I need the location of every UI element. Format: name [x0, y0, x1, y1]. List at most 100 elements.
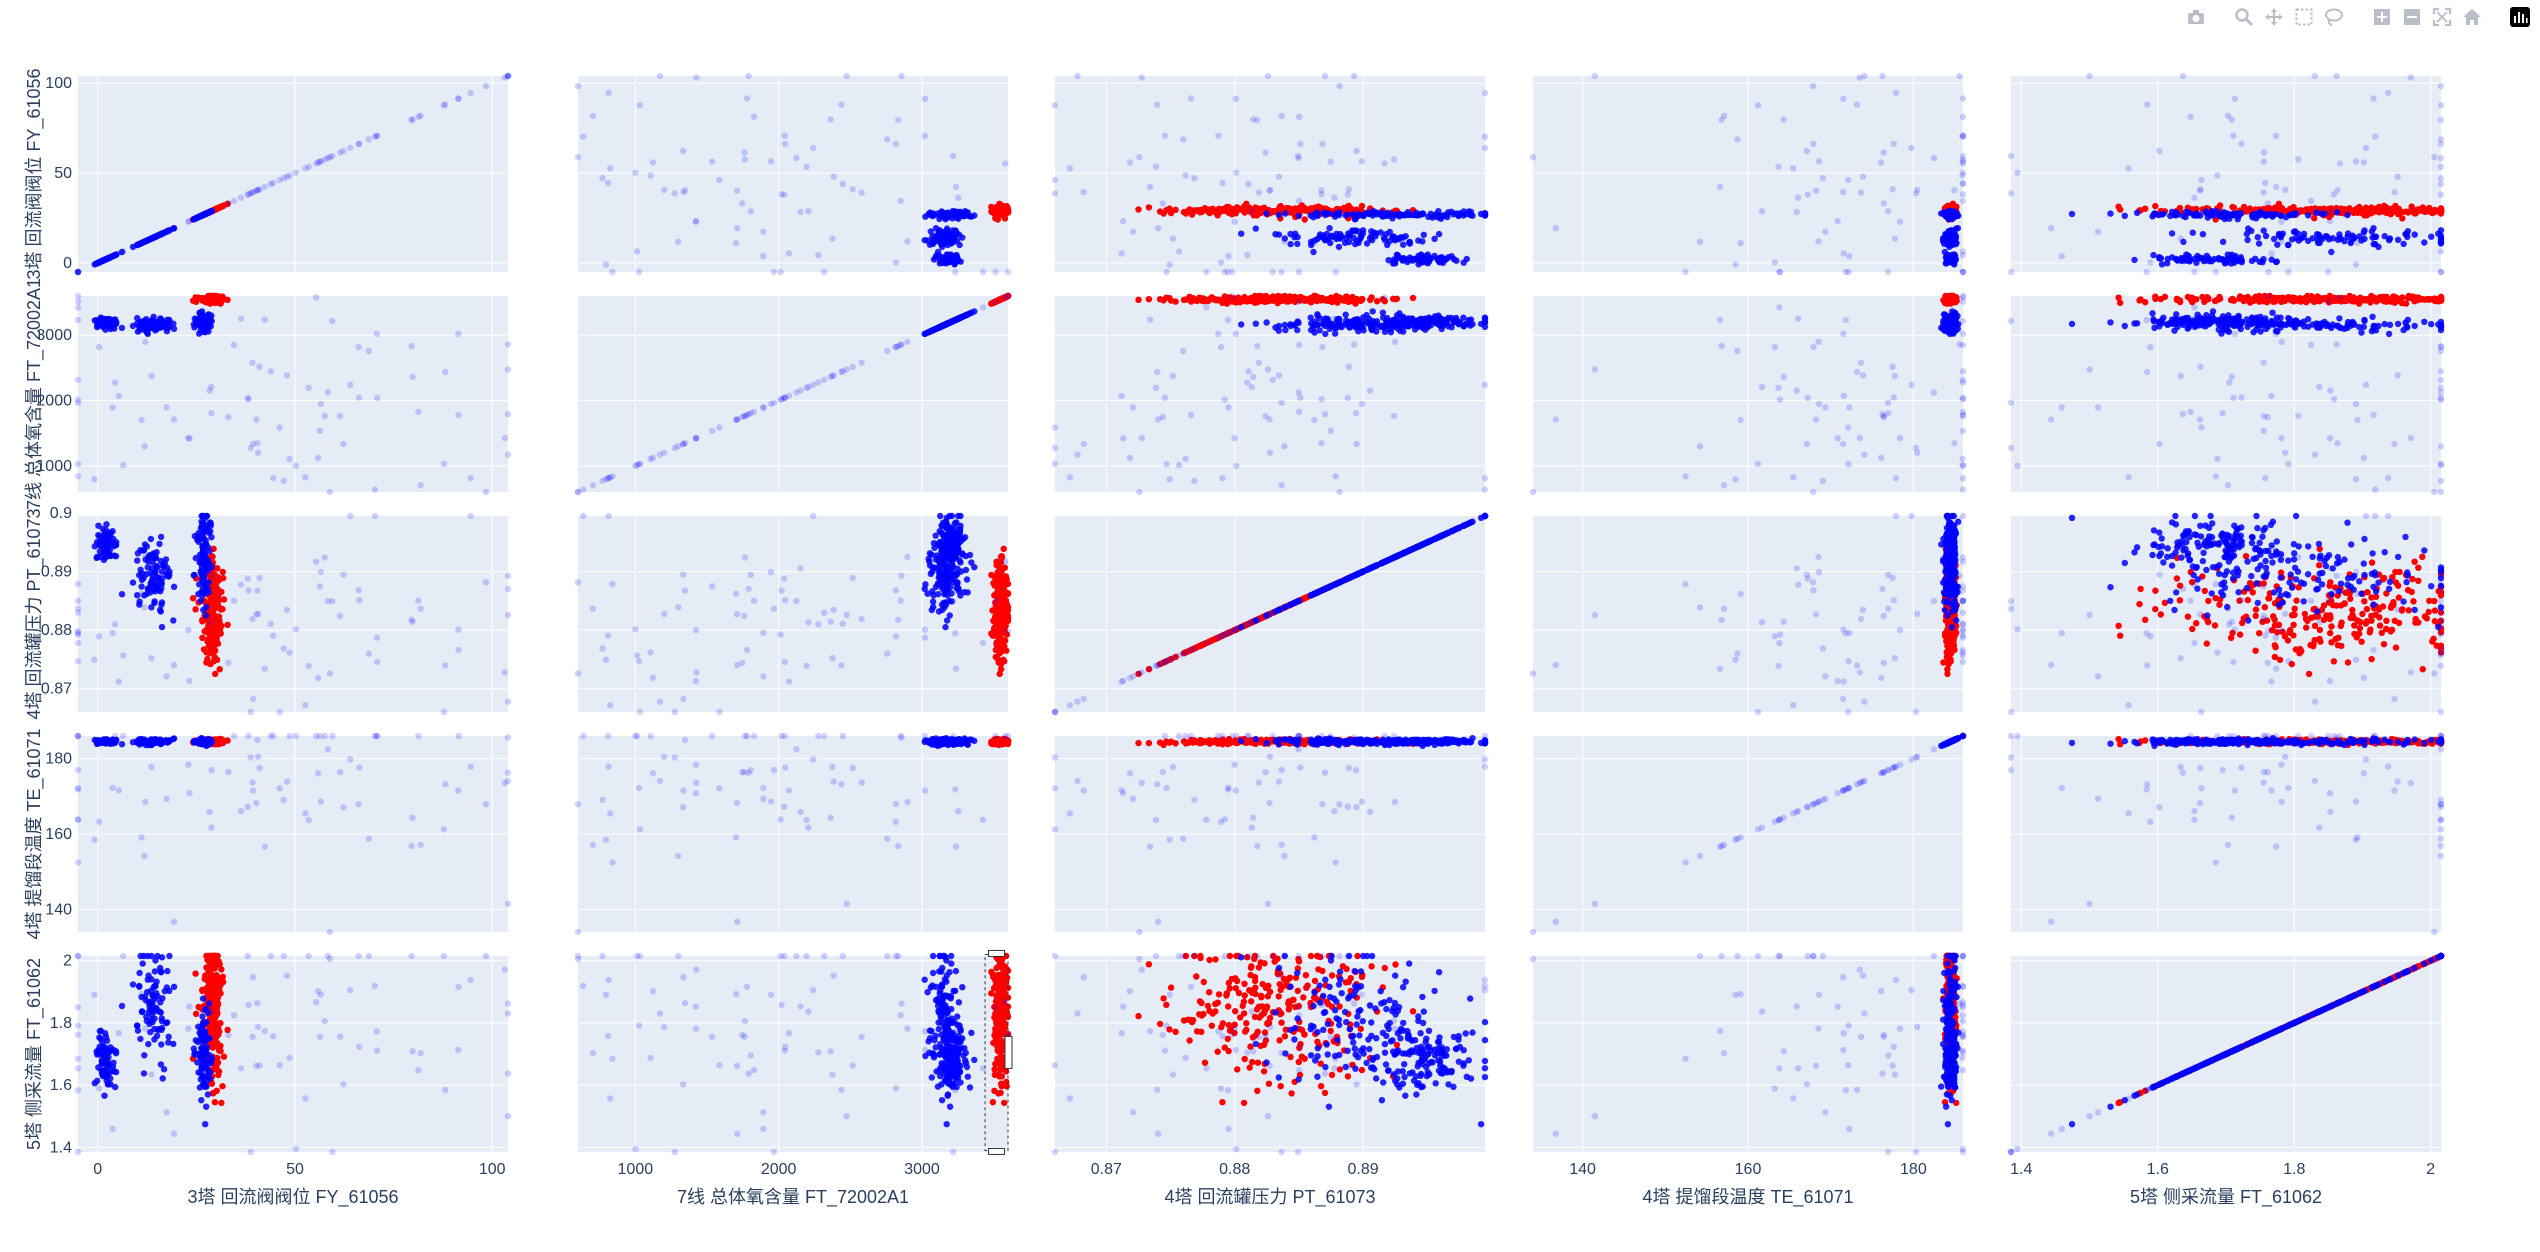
data-point: [2014, 169, 2021, 176]
data-point: [1481, 486, 1489, 493]
data-point: [734, 225, 741, 232]
data-point: [373, 132, 380, 139]
data-point: [1412, 256, 1420, 263]
data-point: [1391, 238, 1399, 245]
data-point: [1959, 169, 1967, 176]
data-point: [313, 294, 320, 301]
data-point: [1389, 260, 1397, 267]
data-point: [1427, 210, 1435, 217]
data-point: [1281, 443, 1288, 450]
data-point: [2372, 133, 2379, 140]
panel-r0-c3[interactable]: [1529, 72, 1967, 276]
data-point: [938, 240, 946, 248]
data-point: [692, 218, 700, 225]
data-point: [2152, 202, 2159, 210]
data-point: [1294, 317, 1302, 325]
autoscale-icon[interactable]: [2430, 5, 2454, 29]
data-point: [1295, 212, 1302, 220]
data-point: [1892, 89, 1900, 97]
data-point: [356, 140, 363, 147]
data-point: [671, 190, 678, 197]
zoom-icon[interactable]: [2232, 5, 2256, 29]
zoom-in-icon[interactable]: [2370, 5, 2394, 29]
data-point: [1959, 179, 1967, 187]
plotly-logo-icon[interactable]: [2508, 5, 2532, 29]
data-point: [680, 440, 687, 448]
data-point: [1275, 372, 1283, 379]
data-point: [1790, 165, 1797, 172]
data-point: [267, 368, 274, 375]
data-point: [656, 451, 664, 458]
data-point: [1889, 186, 1896, 193]
data-point: [1877, 159, 1885, 166]
data-point: [161, 323, 168, 331]
panel-r0-c2[interactable]: [1051, 72, 1489, 276]
camera-icon[interactable]: [2184, 5, 2208, 29]
data-point: [733, 187, 741, 194]
panel-r1-c1[interactable]: [574, 292, 1012, 496]
panel-r0-c4[interactable]: [2007, 72, 2445, 276]
zoom-out-icon[interactable]: [2400, 5, 2424, 29]
data-point: [1776, 268, 1784, 276]
data-point: [1947, 255, 1955, 262]
data-point: [979, 304, 987, 311]
data-point: [2437, 175, 2445, 182]
data-point: [1392, 296, 1399, 303]
data-point: [1353, 296, 1360, 303]
data-point: [805, 208, 812, 215]
data-point: [821, 376, 828, 383]
panel-r0-c1[interactable]: [574, 72, 1012, 276]
data-point: [716, 176, 723, 184]
box-select-icon[interactable]: [2292, 5, 2316, 29]
data-point: [2435, 207, 2442, 214]
data-point: [2351, 207, 2358, 214]
data-point: [2133, 209, 2141, 216]
data-point: [97, 317, 104, 325]
data-point: [2277, 232, 2284, 239]
data-point: [941, 234, 949, 242]
lasso-icon[interactable]: [2322, 5, 2346, 29]
data-point: [109, 404, 116, 411]
data-point: [340, 440, 347, 448]
data-point: [1335, 243, 1343, 251]
data-point: [921, 330, 929, 337]
pan-icon[interactable]: [2262, 5, 2286, 29]
panel-r1-c3[interactable]: [1529, 292, 1967, 496]
data-point: [1161, 394, 1169, 401]
data-point: [1481, 133, 1489, 140]
data-point: [1169, 235, 1177, 242]
data-point: [196, 309, 203, 316]
data-point: [1402, 323, 1409, 330]
data-point: [261, 183, 268, 191]
panel-r0-c0[interactable]: [74, 72, 512, 276]
data-point: [1819, 175, 1827, 182]
data-point: [2007, 152, 2015, 160]
home-icon[interactable]: [2460, 5, 2484, 29]
data-point: [1959, 191, 1967, 198]
data-point: [2356, 206, 2364, 213]
data-point: [206, 387, 213, 394]
data-point: [1231, 218, 1238, 225]
data-point: [1129, 404, 1137, 411]
data-point: [1959, 268, 1967, 276]
data-point: [254, 449, 262, 456]
data-point: [649, 454, 657, 461]
data-point: [1366, 208, 1374, 216]
data-point: [2229, 210, 2237, 217]
data-point: [1252, 225, 1260, 232]
data-point: [2117, 206, 2124, 213]
data-point: [951, 234, 958, 242]
data-point: [1074, 72, 1081, 80]
data-point: [589, 482, 597, 489]
data-point: [1188, 207, 1195, 214]
panel-r1-c0[interactable]: [74, 292, 512, 496]
data-point: [1275, 327, 1283, 334]
data-point: [163, 228, 170, 235]
data-point: [2264, 200, 2271, 207]
data-point: [270, 179, 277, 187]
panel-r1-c2[interactable]: [1051, 292, 1489, 496]
data-point: [1245, 368, 1252, 375]
data-point: [2189, 229, 2196, 236]
data-point: [2315, 231, 2323, 238]
